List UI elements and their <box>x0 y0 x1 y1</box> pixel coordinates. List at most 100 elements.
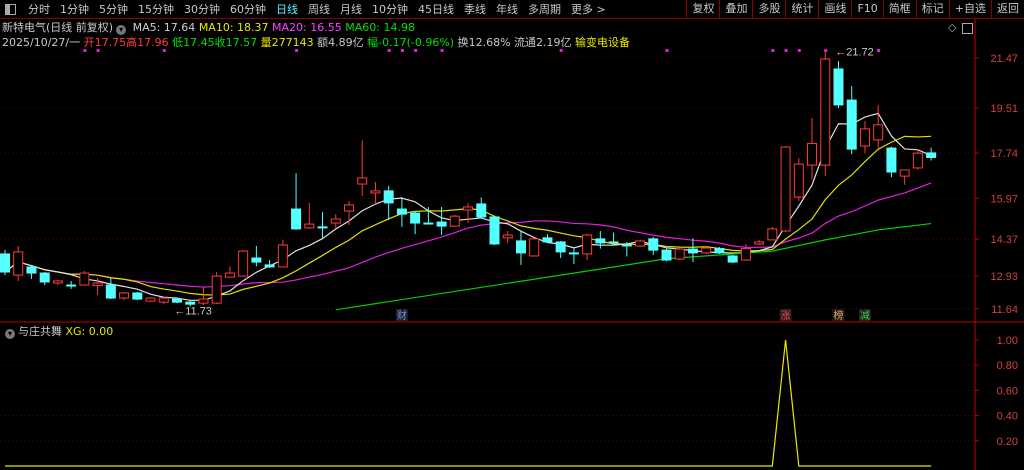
candle-down <box>291 208 302 230</box>
candle-up <box>211 275 222 304</box>
signal-dot <box>400 49 404 52</box>
toolbar-button-6[interactable]: 简框 <box>882 0 916 18</box>
stock-title-line: 新特电气(日线 前复权) ▾ MA5: 17.64 MA10: 18.37 MA2… <box>2 19 415 35</box>
candle-down <box>886 147 897 173</box>
toolbar-button-9[interactable]: 返回 <box>991 0 1024 18</box>
candle-up <box>13 251 24 276</box>
y-tick-label: 21.47 <box>990 53 1018 65</box>
xg-tick-label: 0.40 <box>997 411 1018 423</box>
toolbar-button-2[interactable]: 多股 <box>752 0 785 18</box>
toolbar-button-0[interactable]: 复权 <box>686 0 719 18</box>
candle-up <box>145 297 156 302</box>
candle-down <box>621 244 632 247</box>
signal-dot <box>824 49 828 52</box>
y-tick-label: 15.97 <box>990 193 1018 205</box>
y-tick-label: 11.64 <box>991 304 1018 316</box>
chevron-down-icon[interactable]: ▾ <box>116 25 127 35</box>
signal-dot <box>559 49 563 52</box>
candle-up <box>529 238 540 257</box>
signal-dot <box>440 49 444 52</box>
xg-tick-label: 1.00 <box>997 335 1018 347</box>
float-value: 流通2.19亿 <box>514 36 572 49</box>
ma20-label: MA20: 16.55 <box>272 21 342 34</box>
ma60-label: MA60: 14.98 <box>345 21 415 34</box>
candle-up <box>449 215 460 227</box>
y-tick-label: 14.37 <box>990 234 1018 246</box>
tab-2[interactable]: 5分钟 <box>99 3 128 16</box>
event-marker-bg <box>832 309 845 321</box>
toolbar-button-5[interactable]: F10 <box>851 0 882 18</box>
tab-11[interactable]: 季线 <box>464 3 486 16</box>
candle-up <box>158 297 169 303</box>
low-value: 低17.45 <box>172 36 215 49</box>
tab-1[interactable]: 1分钟 <box>60 3 89 16</box>
panel-toggle-icon[interactable] <box>962 23 973 34</box>
candle-up <box>674 248 685 260</box>
tab-6[interactable]: 日线 <box>276 3 298 16</box>
candle-up <box>304 223 315 229</box>
tab-0[interactable]: 分时 <box>28 3 50 16</box>
candle-down <box>423 222 434 225</box>
event-marker-bg <box>779 309 792 321</box>
tab-12[interactable]: 年线 <box>496 3 518 16</box>
signal-dot <box>387 49 391 52</box>
candle-down <box>648 238 659 251</box>
candle-down <box>476 203 487 218</box>
signal-dot <box>665 49 669 52</box>
ma5-label: MA5: 17.64 <box>132 21 196 34</box>
candle-down <box>39 272 50 283</box>
signal-dot <box>771 49 775 52</box>
toolbar-button-3[interactable]: 统计 <box>785 0 818 18</box>
candle-up <box>79 272 90 286</box>
tab-9[interactable]: 10分钟 <box>372 3 408 16</box>
toolbar-button-7[interactable]: 标记 <box>915 0 949 18</box>
candle-down <box>555 241 566 253</box>
event-marker-bg <box>395 309 408 321</box>
xg-tick-label: 0.80 <box>997 360 1018 372</box>
candle-down <box>410 212 421 224</box>
sector-label[interactable]: 输变电设备 <box>575 36 631 49</box>
tab-5[interactable]: 60分钟 <box>230 3 266 16</box>
signal-dot <box>797 49 801 52</box>
toolbar-button-1[interactable]: 叠加 <box>719 0 752 18</box>
ma10-label: MA10: 18.37 <box>198 21 269 34</box>
xg-tick-label: 0.60 <box>997 385 1018 397</box>
volume-value: 量277143 <box>260 36 314 49</box>
tab-8[interactable]: 月线 <box>340 3 362 16</box>
candle-down <box>489 216 500 245</box>
candle-down <box>515 240 526 254</box>
candle-up <box>754 241 765 245</box>
chevron-down-icon[interactable]: ▾ <box>5 329 15 339</box>
candle-up <box>357 177 368 185</box>
candle-down <box>105 284 116 299</box>
window-toggle-icon[interactable] <box>5 3 16 15</box>
tab-3[interactable]: 15分钟 <box>138 3 174 16</box>
toolbar-button-8[interactable]: +自选 <box>948 0 991 18</box>
candle-down <box>436 221 447 227</box>
y-tick-label: 19.51 <box>990 103 1018 115</box>
tab-10[interactable]: 45日线 <box>418 3 454 16</box>
candle-up <box>912 152 923 169</box>
candle-down <box>661 249 672 261</box>
diamond-icon[interactable]: ◇ <box>948 21 957 34</box>
signal-dot <box>877 49 881 52</box>
toolbar-button-4[interactable]: 画线 <box>818 0 851 18</box>
candle-down <box>687 248 698 254</box>
xg-line <box>5 339 932 467</box>
candle-up <box>701 247 712 254</box>
tab-14[interactable]: 更多 > <box>571 3 606 16</box>
high-value: 高17.96 <box>126 36 169 49</box>
candle-up <box>198 298 209 304</box>
candle-down <box>542 237 553 243</box>
stock-title: 新特电气(日线 前复权) <box>2 21 114 34</box>
tab-7[interactable]: 周线 <box>308 3 330 16</box>
toolbar: 分时 1分钟 5分钟 15分钟 30分钟 60分钟 日线 周线 月线 10分钟 45日线 季线 年线 多周… <box>0 0 1024 19</box>
tab-4[interactable]: 30分钟 <box>184 3 220 16</box>
turnover-value: 换12.68% <box>457 36 511 49</box>
candle-up <box>767 228 778 241</box>
candle-up <box>463 206 474 211</box>
candle-up <box>119 292 130 299</box>
tab-13[interactable]: 多周期 <box>528 3 561 16</box>
candle-down <box>185 301 196 305</box>
